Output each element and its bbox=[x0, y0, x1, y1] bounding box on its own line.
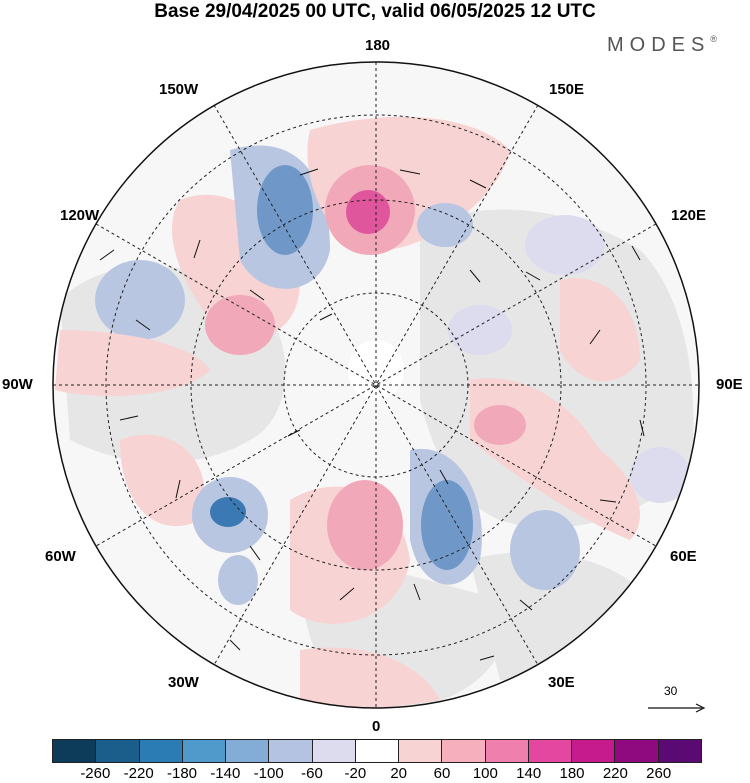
map-boundary bbox=[52, 61, 700, 709]
lon-label-60e: 60E bbox=[670, 548, 697, 565]
colorbar-tick-label: -100 bbox=[253, 765, 284, 782]
lon-label-90w: 90W bbox=[2, 376, 33, 393]
colorbar-tick-label: -140 bbox=[210, 765, 241, 782]
colorbar-swatch bbox=[226, 740, 270, 762]
polar-map bbox=[52, 61, 700, 709]
lon-label-30e: 30E bbox=[548, 674, 575, 691]
colorbar-tick-label: 220 bbox=[602, 765, 628, 782]
colorbar-swatch bbox=[53, 740, 97, 762]
lon-label-0: 0 bbox=[372, 718, 381, 735]
reference-vector-label: 30 bbox=[664, 684, 678, 698]
lon-label-120w: 120W bbox=[60, 207, 100, 224]
colorbar-swatch bbox=[312, 740, 356, 762]
colorbar-swatch bbox=[572, 740, 616, 762]
colorbar-tick-label: 20 bbox=[390, 765, 407, 782]
colorbar-swatch bbox=[269, 740, 313, 762]
colorbar-tick-label: 100 bbox=[472, 765, 498, 782]
lon-label-150w: 150W bbox=[159, 81, 199, 98]
lon-label-180: 180 bbox=[365, 37, 391, 54]
lon-label-60w: 60W bbox=[45, 548, 76, 565]
colorbar-swatch bbox=[182, 740, 227, 762]
colorbar-tick-label: -60 bbox=[301, 765, 323, 782]
lon-label-30w: 30W bbox=[168, 674, 199, 691]
colorbar-tick-label: -220 bbox=[123, 765, 154, 782]
modes-logo: MODES® bbox=[607, 34, 717, 57]
colorbar-swatch bbox=[615, 740, 659, 762]
reference-vector-arrow bbox=[648, 703, 706, 713]
lon-label-150e: 150E bbox=[549, 81, 585, 98]
colorbar-tick-label: -20 bbox=[344, 765, 367, 782]
wind-vectors bbox=[99, 168, 645, 661]
colorbar-swatch bbox=[658, 740, 701, 762]
colorbar-swatch bbox=[399, 740, 443, 762]
colorbar-swatch bbox=[355, 740, 400, 762]
colorbar bbox=[52, 739, 702, 763]
map-title: Base 29/04/2025 00 UTC, valid 06/05/2025… bbox=[154, 1, 596, 22]
colorbar-tick-label: 180 bbox=[559, 765, 585, 782]
colorbar-swatch bbox=[96, 740, 140, 762]
colorbar-swatch bbox=[442, 740, 486, 762]
graticule bbox=[53, 62, 699, 708]
anomaly-field bbox=[55, 116, 690, 708]
colorbar-swatch bbox=[485, 740, 529, 762]
colorbar-tick-label: 260 bbox=[646, 765, 672, 782]
colorbar-tick-label: 140 bbox=[516, 765, 542, 782]
colorbar-tick-label: -180 bbox=[166, 765, 198, 782]
colorbar-tick-label: 60 bbox=[433, 765, 451, 782]
lon-label-120e: 120E bbox=[671, 207, 707, 224]
colorbar-swatch bbox=[528, 740, 573, 762]
lon-label-90e: 90E bbox=[716, 376, 743, 393]
registered-mark: ® bbox=[710, 34, 717, 44]
brand-text: MODES bbox=[607, 34, 711, 56]
colorbar-ticks: -260 -220 -180 -140 -100 -60 -20 20 60 100 140 180 2… bbox=[52, 765, 702, 783]
colorbar-tick-label: -260 bbox=[80, 765, 111, 782]
colorbar-swatch bbox=[139, 740, 183, 762]
